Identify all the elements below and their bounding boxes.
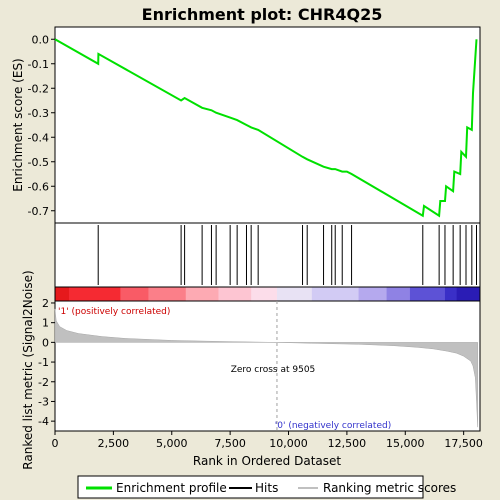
metric-y-tick-label: -4 — [38, 415, 49, 428]
x-tick-label: 2,500 — [98, 437, 130, 450]
legend-metric-label: Ranking metric scores — [323, 481, 456, 495]
x-tick-label: 5,000 — [156, 437, 188, 450]
metric-panel — [54, 300, 481, 432]
color-bar-segment — [185, 287, 219, 301]
es-y-label: Enrichment score (ES) — [11, 58, 25, 191]
color-bar-segment — [409, 287, 446, 301]
color-bar-segment — [251, 287, 278, 301]
es-y-tick-label: -0.6 — [28, 180, 49, 193]
legend-hits-label: Hits — [255, 481, 278, 495]
metric-y-tick-label: 1 — [42, 317, 49, 330]
x-tick-label: 7,500 — [214, 437, 246, 450]
legend-enrichment-label: Enrichment profile — [116, 481, 227, 495]
metric-y-tick-label: 2 — [42, 297, 49, 310]
color-bar-segment — [311, 287, 360, 301]
es-y-tick-label: -0.4 — [28, 131, 49, 144]
color-bar-segment — [276, 287, 313, 301]
es-y-tick-label: -0.2 — [28, 82, 49, 95]
color-bar-segment — [358, 287, 388, 301]
zero-cross-label: Zero cross at 9505 — [231, 365, 316, 375]
metric-y-axis: 2 1 0 -1 -2 -3 -4 — [38, 297, 55, 428]
x-tick-label: 0 — [52, 437, 59, 450]
x-tick-label: 12,500 — [328, 437, 367, 450]
es-y-axis: 0.0 -0.1 -0.2 -0.3 -0.4 -0.5 -0.6 -0.7 — [28, 33, 55, 218]
x-axis: 0 2,500 5,000 7,500 10,000 12,500 15,000 17,500 — [52, 431, 483, 450]
hit-lines — [97, 225, 477, 285]
es-line — [54, 38, 478, 218]
es-y-tick-label: -0.1 — [28, 58, 49, 71]
color-bar-segment — [444, 287, 458, 301]
color-bar-segment — [55, 287, 70, 301]
x-tick-label: 15,000 — [386, 437, 425, 450]
color-bar-segment — [456, 287, 481, 301]
es-y-tick-label: -0.7 — [28, 205, 49, 218]
hits-panel — [54, 222, 481, 288]
color-bar-segment — [120, 287, 149, 301]
x-axis-label: Rank in Ordered Dataset — [193, 454, 341, 468]
chart-title: Enrichment plot: CHR4Q25 — [142, 5, 383, 24]
es-panel — [54, 26, 481, 224]
rank-color-bar — [55, 287, 481, 301]
color-bar-segment — [148, 287, 187, 301]
x-tick-label: 10,000 — [269, 437, 308, 450]
negative-label: '0' (negatively correlated) — [275, 421, 391, 431]
metric-y-tick-label: -1 — [38, 356, 49, 369]
es-y-tick-label: -0.3 — [28, 107, 49, 120]
metric-area — [54, 308, 478, 428]
metric-y-tick-label: -3 — [38, 395, 49, 408]
metric-y-tick-label: 0 — [42, 336, 49, 349]
x-tick-label: 17,500 — [444, 437, 483, 450]
color-bar-segment — [218, 287, 252, 301]
color-bar-segment — [69, 287, 121, 301]
positive-label: '1' (positively correlated) — [58, 307, 170, 317]
es-y-tick-label: -0.5 — [28, 156, 49, 169]
metric-y-label: Ranked list metric (Signal2Noise) — [21, 270, 35, 469]
es-y-tick-label: 0.0 — [32, 33, 50, 46]
metric-y-tick-label: -2 — [38, 376, 49, 389]
color-bar-segment — [386, 287, 411, 301]
